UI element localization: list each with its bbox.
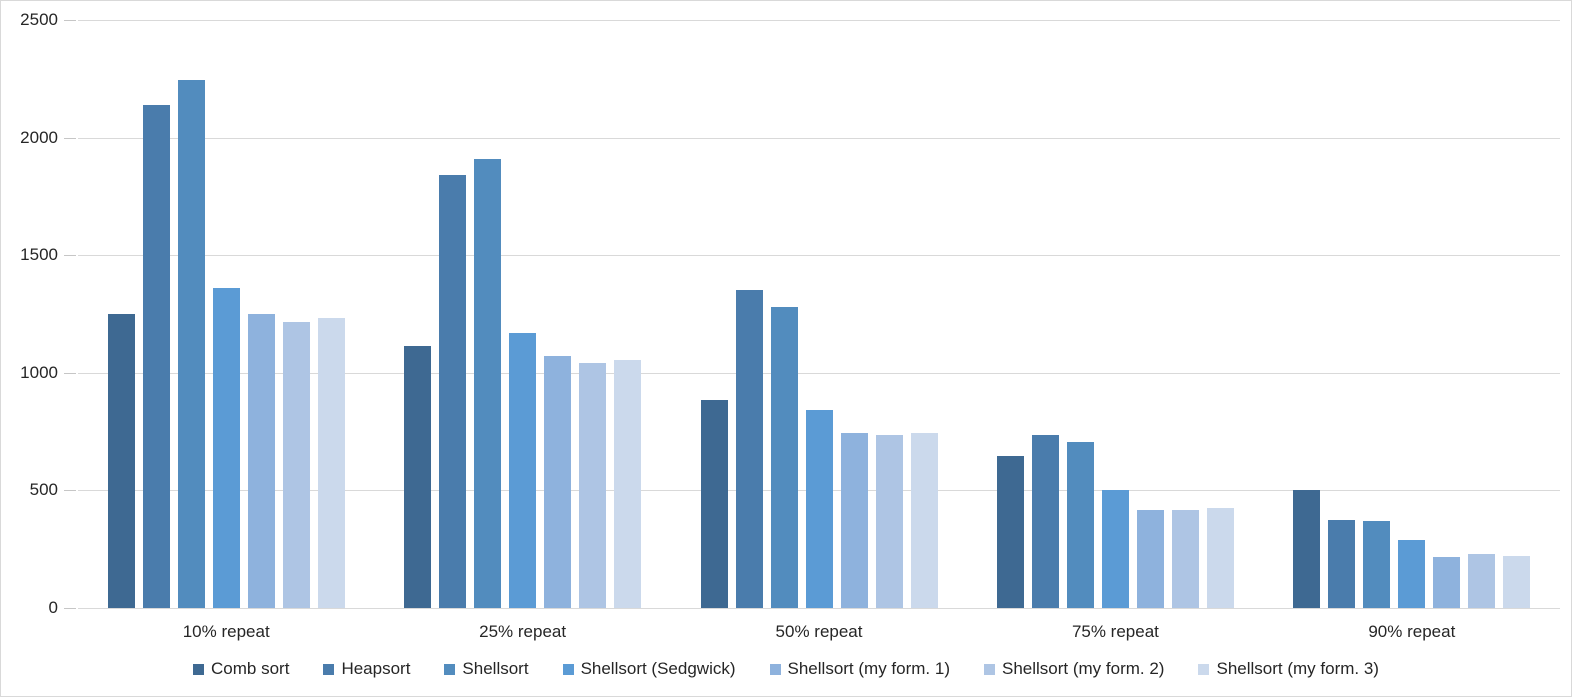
x-axis-label-25-repeat: 25% repeat — [479, 622, 567, 641]
legend-label: Shellsort (my form. 3) — [1216, 659, 1379, 678]
legend-item-comb-sort: Comb sort — [193, 659, 289, 679]
legend-label: Shellsort (my form. 2) — [1002, 659, 1165, 678]
x-axis-label-75-repeat: 75% repeat — [1071, 622, 1159, 641]
bar-shellsort-my-form-3--25-repeat — [614, 359, 642, 608]
x-axis-label-50-repeat: 50% repeat — [775, 622, 863, 641]
y-tick-mark — [64, 137, 76, 139]
bar-heapsort-10-repeat — [142, 104, 170, 608]
legend-item-shellsort: Shellsort — [444, 659, 529, 679]
bar-shellsort-90-repeat — [1363, 520, 1391, 608]
y-axis-label-500: 500 — [29, 480, 58, 500]
legend-item-heapsort: Heapsort — [323, 659, 410, 679]
bar-shellsort-sedgwick--75-repeat — [1101, 490, 1129, 608]
cluster-25-repeat — [374, 20, 670, 608]
legend-label: Shellsort (Sedgwick) — [580, 659, 736, 678]
cluster-90-repeat — [1264, 20, 1560, 608]
legend-item-shellsort-my-form-3-: Shellsort (my form. 3) — [1198, 659, 1379, 679]
bar-comb-sort-75-repeat — [996, 456, 1024, 608]
bar-shellsort-75-repeat — [1066, 442, 1094, 608]
legend-item-shellsort-my-form-1-: Shellsort (my form. 1) — [769, 659, 950, 679]
bar-shellsort-my-form-1--90-repeat — [1433, 557, 1461, 608]
bar-clusters — [78, 20, 1560, 608]
legend-swatch-icon — [984, 663, 995, 675]
bar-shellsort-my-form-1--25-repeat — [544, 356, 572, 608]
legend-label: Shellsort (my form. 1) — [787, 659, 950, 678]
bar-heapsort-25-repeat — [439, 175, 467, 608]
bar-shellsort-my-form-1--75-repeat — [1136, 510, 1164, 608]
y-axis-label-1500: 1500 — [20, 245, 58, 265]
bar-shellsort-my-form-2--10-repeat — [282, 322, 310, 608]
y-tick-mark — [64, 372, 76, 374]
bar-heapsort-90-repeat — [1328, 519, 1356, 608]
bar-shellsort-my-form-2--90-repeat — [1468, 553, 1496, 608]
cluster-50-repeat — [671, 20, 967, 608]
plot-area — [64, 20, 1560, 609]
y-tick-mark — [64, 608, 76, 609]
legend-item-shellsort-sedgwick-: Shellsort (Sedgwick) — [562, 659, 736, 679]
bar-shellsort-my-form-1--50-repeat — [840, 432, 868, 608]
y-axis-label-0: 0 — [48, 598, 58, 617]
legend-item-shellsort-my-form-2-: Shellsort (my form. 2) — [984, 659, 1164, 679]
bar-shellsort-sedgwick--50-repeat — [805, 410, 833, 608]
bar-shellsort-50-repeat — [770, 306, 798, 608]
legend-swatch-icon — [769, 663, 781, 675]
bar-comb-sort-25-repeat — [404, 345, 432, 608]
legend-label: Comb sort — [211, 659, 290, 678]
gridline-0 — [78, 608, 1560, 609]
legend-label: Shellsort — [462, 659, 529, 678]
y-axis-label-2500: 2500 — [20, 10, 58, 29]
bar-heapsort-75-repeat — [1031, 435, 1059, 608]
bar-shellsort-my-form-2--75-repeat — [1171, 510, 1199, 608]
bar-comb-sort-50-repeat — [700, 399, 728, 608]
bar-shellsort-sedgwick--10-repeat — [212, 288, 240, 608]
legend-swatch-icon — [193, 663, 205, 675]
legend-label: Heapsort — [341, 659, 411, 678]
legend-swatch-icon — [1198, 663, 1210, 675]
y-tick-mark — [64, 490, 76, 492]
bar-heapsort-50-repeat — [735, 290, 763, 608]
bar-comb-sort-10-repeat — [107, 314, 135, 608]
gridline-1000 — [78, 372, 1560, 374]
legend-swatch-icon — [444, 663, 456, 675]
y-axis-label-2000: 2000 — [20, 127, 58, 147]
x-axis-label-90-repeat: 90% repeat — [1368, 622, 1456, 641]
x-axis-labels: 10% repeat 25% repeat 50% repeat 75% repeat… — [78, 622, 1560, 642]
bar-shellsort-my-form-3--75-repeat — [1206, 508, 1234, 608]
gridline-2000 — [78, 137, 1560, 139]
bar-shellsort-my-form-3--50-repeat — [910, 432, 938, 608]
bar-shellsort-10-repeat — [177, 79, 205, 608]
gridline-2500 — [78, 20, 1560, 21]
y-axis-label-1000: 1000 — [20, 362, 58, 382]
bar-shellsort-my-form-1--10-repeat — [247, 314, 275, 608]
legend-swatch-icon — [323, 663, 335, 675]
y-axis: 0 500 1000 1500 2000 2500 — [0, 11, 58, 617]
legend-swatch-icon — [562, 663, 574, 675]
y-tick-mark — [64, 20, 76, 21]
cluster-75-repeat — [967, 20, 1263, 608]
cluster-10-repeat — [78, 20, 374, 608]
bar-comb-sort-90-repeat — [1293, 490, 1321, 608]
bar-shellsort-my-form-2--50-repeat — [875, 435, 903, 608]
bar-shellsort-my-form-2--25-repeat — [579, 363, 607, 608]
y-tick-mark — [64, 255, 76, 257]
gridline-1500 — [78, 255, 1560, 257]
x-axis-label-10-repeat: 10% repeat — [182, 622, 270, 641]
bar-shellsort-25-repeat — [474, 158, 502, 608]
bar-shellsort-sedgwick--25-repeat — [509, 332, 537, 608]
bar-shellsort-my-form-3--90-repeat — [1503, 556, 1531, 608]
bar-shellsort-my-form-3--10-repeat — [317, 317, 345, 608]
legend: Comb sort Heapsort Shellsort Shellsort (Sed… — [0, 659, 1572, 679]
bar-shellsort-sedgwick--90-repeat — [1398, 539, 1426, 608]
